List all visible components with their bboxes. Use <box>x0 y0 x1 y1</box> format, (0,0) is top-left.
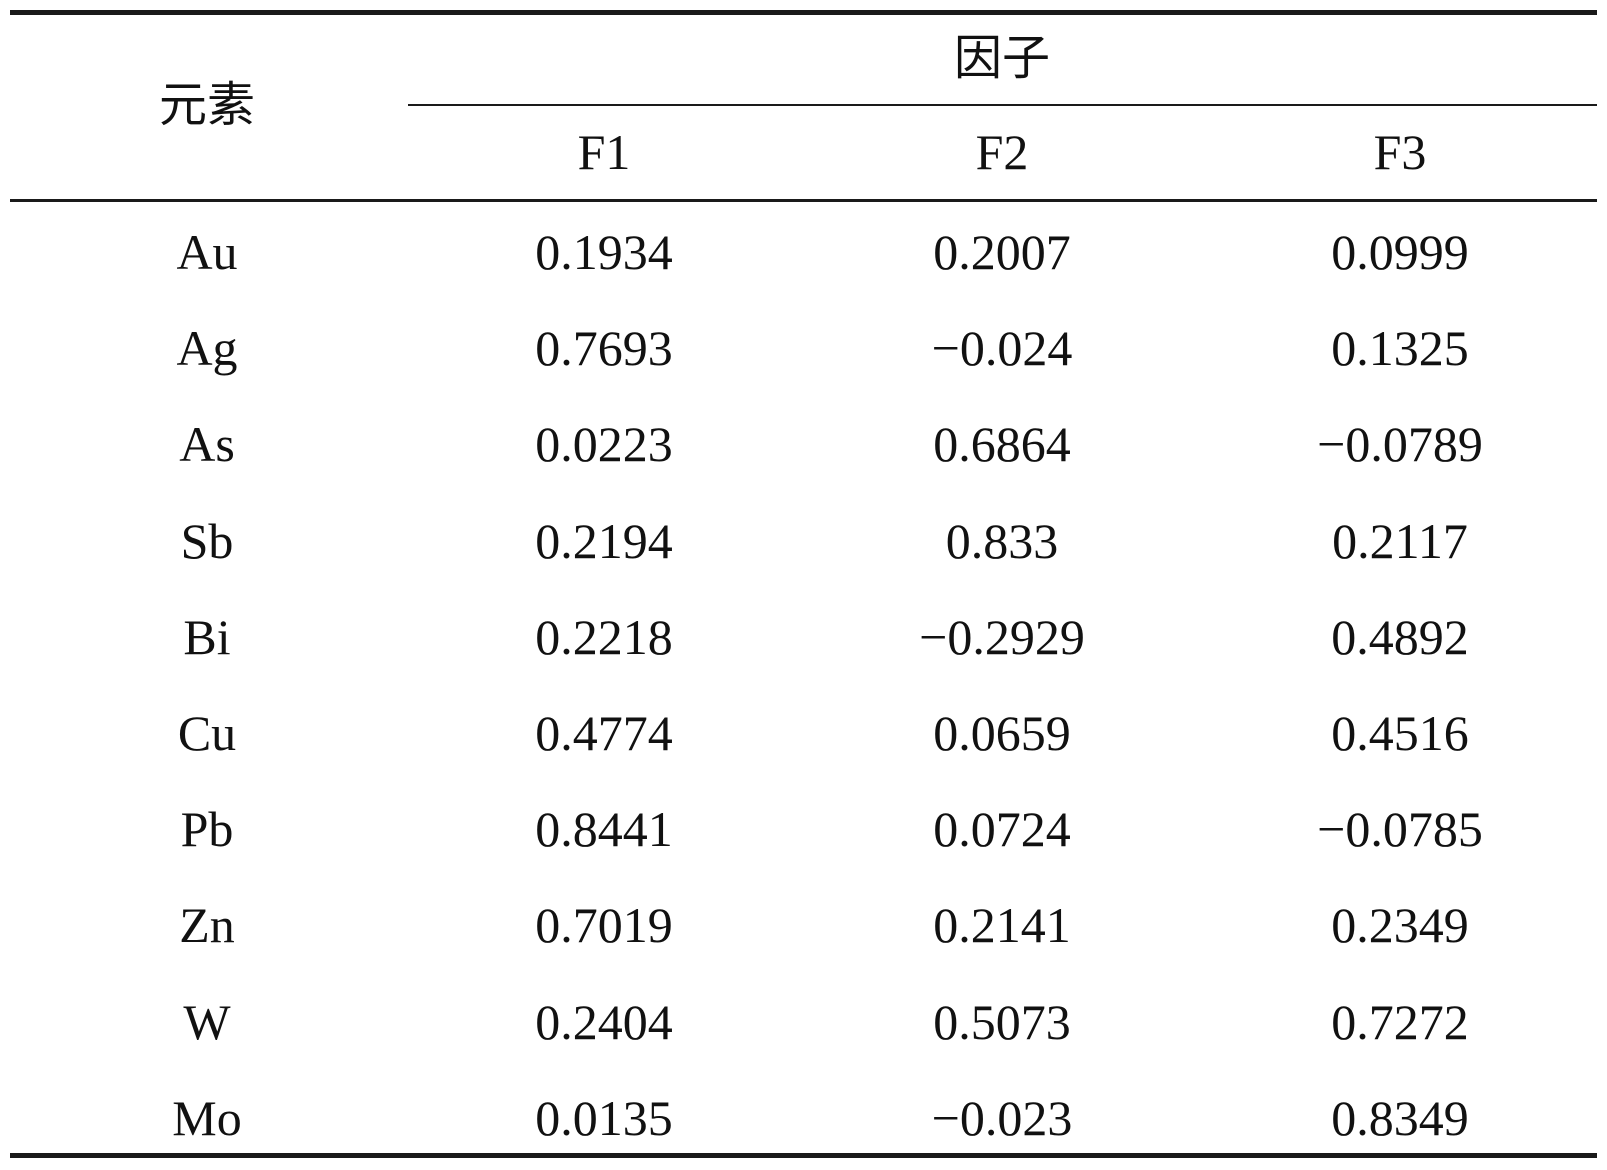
element-cell: As <box>179 416 235 473</box>
value-cell: 0.7272 <box>1331 993 1469 1050</box>
value-cell: 0.6864 <box>933 416 1071 473</box>
element-cell: Bi <box>183 608 231 665</box>
value-cell: −0.0785 <box>1317 801 1483 858</box>
value-cell: 0.2194 <box>535 512 673 569</box>
element-cell: Sb <box>180 512 234 569</box>
value-cell: −0.0789 <box>1317 416 1483 473</box>
value-cell: 0.0659 <box>933 705 1071 761</box>
table-top-rule <box>10 10 1597 15</box>
value-cell: 0.8349 <box>1331 1089 1469 1146</box>
value-cell: 0.5073 <box>933 993 1071 1050</box>
factor-group-header: 因子 <box>953 30 1051 86</box>
value-cell: 0.2218 <box>535 608 673 665</box>
factor-group-rule <box>408 104 1597 106</box>
value-cell: 0.0135 <box>535 1089 673 1146</box>
value-cell: 0.0999 <box>1331 224 1469 280</box>
value-cell: −0.024 <box>931 320 1073 377</box>
value-cell: 0.4774 <box>535 705 673 761</box>
element-cell: Au <box>176 224 238 280</box>
element-cell: Mo <box>172 1089 242 1146</box>
value-cell: 0.1934 <box>535 224 673 280</box>
value-cell: 0.2141 <box>933 897 1071 954</box>
value-cell: −0.023 <box>931 1089 1073 1146</box>
value-cell: 0.0223 <box>535 416 673 473</box>
value-cell: 0.4516 <box>1331 705 1469 761</box>
value-cell: 0.0724 <box>933 801 1071 858</box>
row-header-label: 元素 <box>158 77 256 133</box>
value-cell: 0.2349 <box>1331 897 1469 954</box>
element-cell: W <box>183 993 231 1050</box>
column-header: F1 <box>577 124 631 180</box>
value-cell: 0.7693 <box>535 320 673 377</box>
table-header-rule <box>10 199 1597 202</box>
value-cell: 0.833 <box>945 512 1059 569</box>
value-cell: 0.2404 <box>535 993 673 1050</box>
value-cell: 0.8441 <box>535 801 673 858</box>
element-cell: Cu <box>177 705 237 761</box>
column-header: F3 <box>1373 124 1427 180</box>
element-cell: Zn <box>179 897 235 954</box>
element-cell: Ag <box>176 320 238 377</box>
value-cell: 0.7019 <box>535 897 673 954</box>
table-bottom-rule <box>10 1153 1597 1158</box>
value-cell: 0.1325 <box>1331 320 1469 377</box>
value-cell: 0.2007 <box>933 224 1071 280</box>
value-cell: 0.2117 <box>1332 512 1468 569</box>
value-cell: 0.4892 <box>1331 608 1469 665</box>
column-header: F2 <box>975 124 1029 180</box>
value-cell: −0.2929 <box>919 608 1085 665</box>
element-cell: Pb <box>180 801 234 858</box>
